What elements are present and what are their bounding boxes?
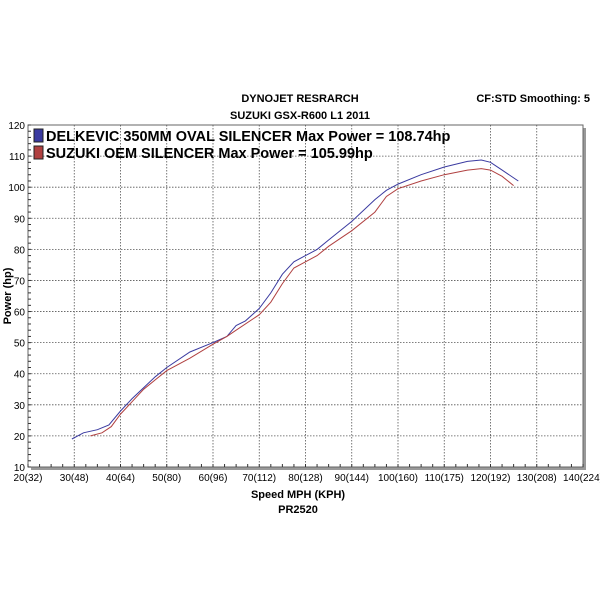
chart-title: DYNOJET RESRARCH bbox=[241, 93, 358, 105]
x-tick-label: 130(208) bbox=[517, 473, 557, 484]
x-tick-label: 120(192) bbox=[470, 473, 510, 484]
y-tick-label: 60 bbox=[14, 308, 26, 319]
x-tick-label: 110(175) bbox=[425, 473, 464, 484]
y-tick-label: 110 bbox=[9, 152, 25, 163]
legend-label: DELKEVIC 350MM OVAL SILENCER Max Power =… bbox=[46, 129, 451, 145]
legend-swatch bbox=[33, 128, 44, 143]
x-tick-label: 50(80) bbox=[152, 473, 181, 484]
series-line-2 bbox=[90, 168, 514, 437]
x-tick-label: 70(112) bbox=[242, 473, 276, 484]
x-tick-label: 60(96) bbox=[199, 473, 228, 484]
y-tick-label: 30 bbox=[14, 401, 26, 412]
corner-note: CF:STD Smoothing: 5 bbox=[476, 93, 590, 105]
y-tick-label: 90 bbox=[14, 214, 26, 225]
legend-label: SUZUKI OEM SILENCER Max Power = 105.99hp bbox=[46, 146, 373, 162]
grid bbox=[28, 125, 583, 467]
y-tick-label: 100 bbox=[8, 183, 25, 194]
series-lines bbox=[71, 159, 519, 440]
x-tick-label: 20(32) bbox=[14, 473, 43, 484]
ticks: 20(32) 30(48) 40(64) 50(80) 60(96) 70(112) 80(… bbox=[8, 121, 600, 484]
y-tick-label: 70 bbox=[14, 276, 26, 287]
x-tick-label: 140(224) bbox=[563, 473, 600, 484]
x-tick-label: 80(128) bbox=[288, 473, 322, 484]
legend: DELKEVIC 350MM OVAL SILENCER Max Power =… bbox=[33, 128, 451, 162]
y-axis-label: Power (hp) bbox=[2, 267, 14, 324]
x-axis-label: Speed MPH (KPH) bbox=[251, 489, 345, 501]
y-tick-label: 20 bbox=[14, 432, 26, 443]
footer-code: PR2520 bbox=[278, 504, 318, 516]
y-tick-label: 40 bbox=[14, 370, 26, 381]
x-tick-label: 100(160) bbox=[378, 473, 418, 484]
series-line-1 bbox=[71, 159, 519, 440]
chart-subtitle: SUZUKI GSX-R600 L1 2011 bbox=[230, 110, 370, 122]
y-tick-label: 80 bbox=[14, 245, 26, 256]
x-tick-label: 90(144) bbox=[335, 473, 369, 484]
y-tick-label: 10 bbox=[14, 463, 26, 474]
y-tick-label: 120 bbox=[8, 121, 25, 132]
y-tick-label: 50 bbox=[14, 339, 26, 350]
x-tick-label: 30(48) bbox=[60, 473, 89, 484]
x-tick-label: 40(64) bbox=[106, 473, 135, 484]
legend-swatch bbox=[33, 145, 44, 160]
